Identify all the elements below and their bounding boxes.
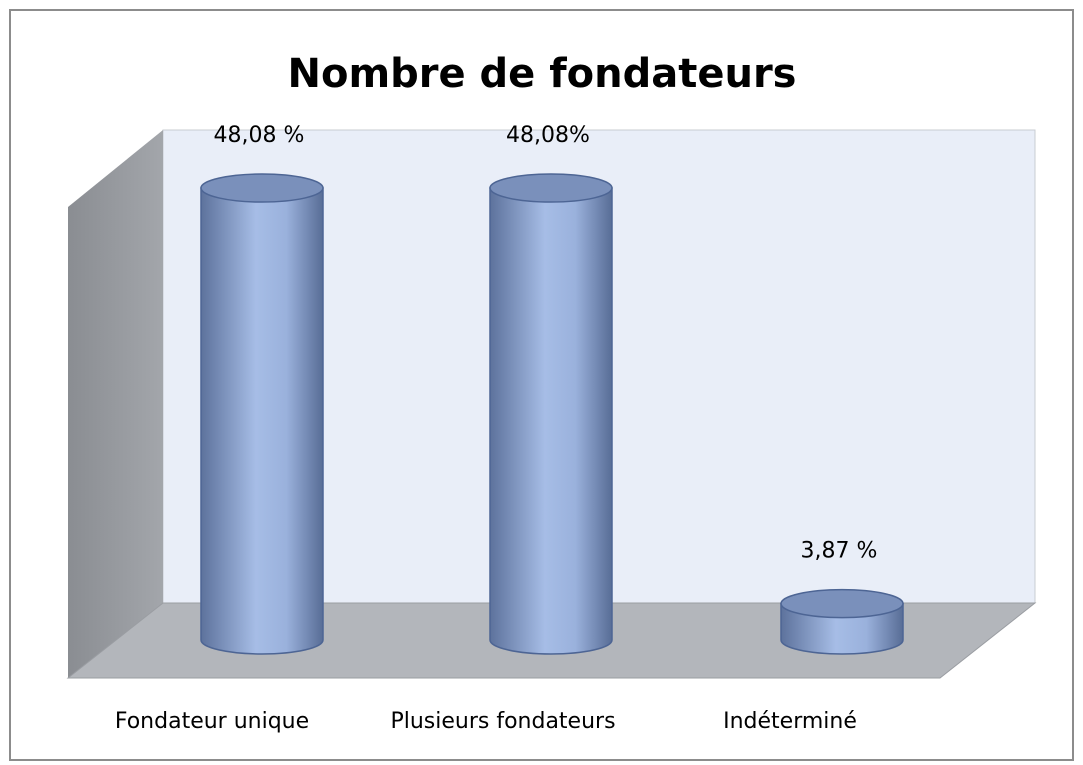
value-label: 48,08%: [506, 123, 590, 148]
cylinder-body: [200, 187, 324, 655]
x-tick-label: Plusieurs fondateurs: [390, 709, 615, 734]
cylinder-top: [200, 173, 324, 203]
x-tick-label: Indéterminé: [723, 709, 857, 734]
cylinder-top: [489, 173, 613, 203]
x-tick-label: Fondateur unique: [115, 709, 309, 734]
cylinder-body: [489, 187, 613, 655]
value-label: 48,08 %: [214, 123, 305, 148]
chart-title: Nombre de fondateurs: [288, 51, 797, 97]
cylinder-top: [780, 588, 904, 619]
side-wall: [68, 130, 163, 678]
value-label: 3,87 %: [801, 539, 878, 564]
